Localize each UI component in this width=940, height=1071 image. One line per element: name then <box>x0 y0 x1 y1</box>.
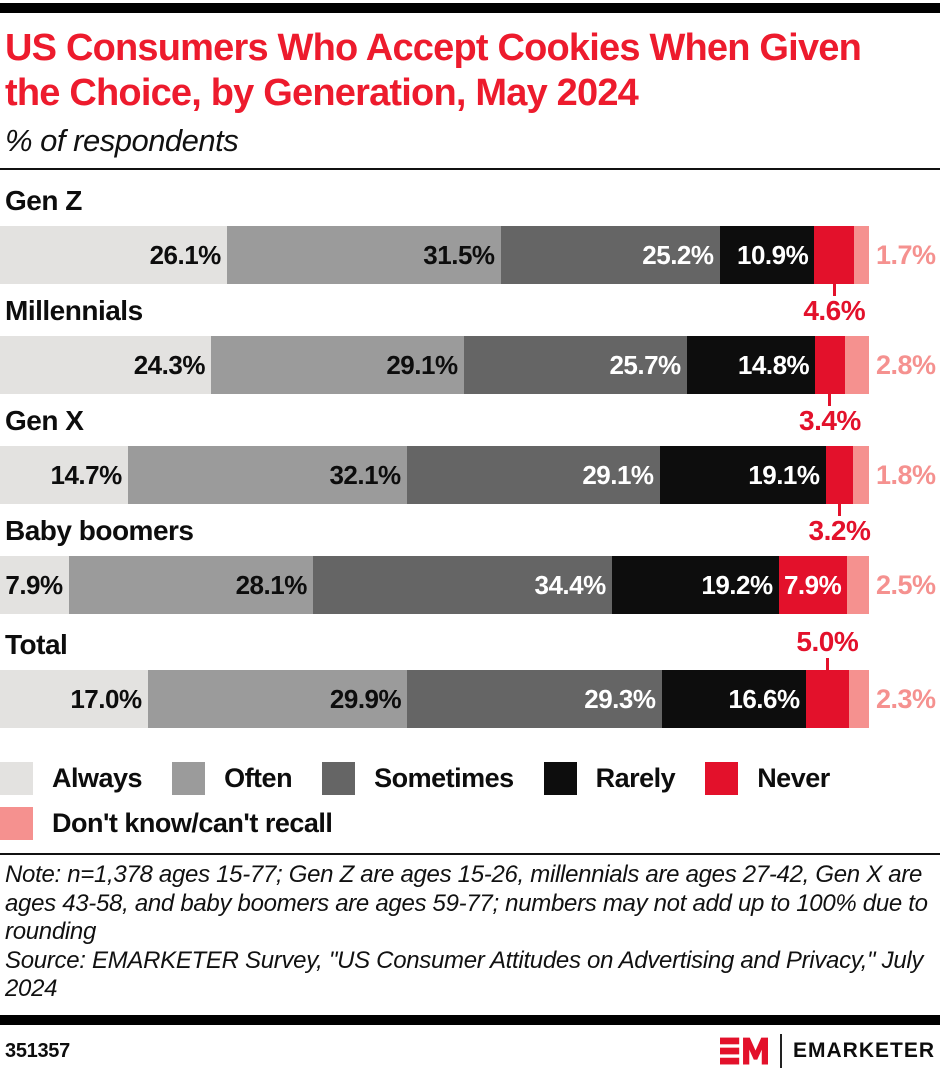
category-label-gen-x: Gen X <box>5 405 84 436</box>
legend-row-2: Don't know/can't recall <box>0 807 940 840</box>
brand-divider <box>779 1034 782 1068</box>
segment-sometimes: 25.7% <box>463 336 687 394</box>
legend-swatch-icon <box>322 762 356 795</box>
never-value-label: 5.0% <box>796 626 859 657</box>
segment-often: 31.5% <box>226 226 501 284</box>
legend-item-rarely: Rarely <box>543 762 676 795</box>
segment-often: 29.1% <box>210 336 464 394</box>
segment-always: 7.9% <box>0 556 69 614</box>
chart-legend: Always Often Sometimes Rarely Never Don't kn… <box>0 762 940 840</box>
dont-know-value-label: 1.7% <box>876 239 936 270</box>
segment-sometimes: 29.1% <box>406 446 660 504</box>
chart-subtitle: % of respondents <box>5 123 239 158</box>
dont-know-value-label: 1.8% <box>876 459 936 490</box>
category-label-total: Total <box>5 629 68 660</box>
bar-gen-z: 26.1% 31.5% 25.2% 10.9% <box>0 226 869 284</box>
never-callout-tick <box>832 284 836 296</box>
segment-don-t-know-can-t-recall <box>853 446 869 504</box>
notes-block: Note: n=1,378 ages 15-77; Gen Z are ages… <box>0 855 940 1004</box>
category-label-baby-boomers: Baby boomers <box>5 515 194 546</box>
segment-rarely: 16.6% <box>661 670 806 728</box>
legend-label: Rarely <box>595 763 676 793</box>
segment-sometimes: 29.3% <box>407 670 662 728</box>
notes-divider <box>0 853 940 855</box>
legend-swatch-icon <box>705 762 739 795</box>
chart-area: Gen Z 26.1% 31.5% 25.2% 10.9% 1.7% 4.6% Millenn… <box>0 170 940 745</box>
bar-total: 17.0% 29.9% 29.3% 16.6% <box>0 670 869 728</box>
em-logo-icon <box>719 1037 768 1066</box>
source-text: Source: EMARKETER Survey, "US Consumer A… <box>5 946 924 1003</box>
legend-swatch-icon <box>0 807 33 840</box>
segment-always: 14.7% <box>0 446 128 504</box>
header-divider <box>0 168 940 170</box>
segment-don-t-know-can-t-recall <box>847 556 869 614</box>
footer-row: 351357 EMARKETER <box>0 1025 940 1068</box>
segment-often: 28.1% <box>68 556 313 614</box>
segment-never <box>815 336 845 394</box>
never-callout-tick <box>828 394 832 406</box>
legend-swatch-icon <box>543 762 577 795</box>
segment-never <box>825 446 854 504</box>
segment-rarely: 19.2% <box>611 556 779 614</box>
segment-rarely: 19.1% <box>659 446 826 504</box>
legend-label: Often <box>224 763 293 793</box>
never-value-label: 3.2% <box>808 515 871 546</box>
legend-row-1: Always Often Sometimes Rarely Never <box>0 762 940 795</box>
legend-item-often: Often <box>172 762 293 795</box>
segment-don-t-know-can-t-recall <box>849 670 869 728</box>
segment-sometimes: 34.4% <box>312 556 612 614</box>
legend-swatch-icon <box>0 762 33 795</box>
segment-rarely: 10.9% <box>719 226 815 284</box>
legend-label: Sometimes <box>374 763 514 793</box>
legend-label: Always <box>52 763 143 793</box>
segment-never: 7.9% <box>778 556 848 614</box>
never-value-label: 3.4% <box>799 405 861 436</box>
dont-know-value-label: 2.5% <box>876 569 936 600</box>
segment-don-t-know-can-t-recall <box>844 336 869 394</box>
never-callout-tick <box>837 504 841 516</box>
legend-item-sometimes: Sometimes <box>322 762 514 795</box>
never-callout-tick <box>825 658 829 670</box>
segment-always: 24.3% <box>0 336 211 394</box>
footer: 351357 EMARKETER <box>0 1015 940 1068</box>
bar-millennials: 24.3% 29.1% 25.7% 14.8% <box>0 336 869 394</box>
chart-title: US Consumers Who Accept Cookies When Giv… <box>5 27 862 114</box>
dont-know-value-label: 2.8% <box>876 349 936 380</box>
legend-item-always: Always <box>0 762 143 795</box>
legend-label: Don't know/can't recall <box>52 808 333 838</box>
brand-name: EMARKETER <box>792 1039 935 1062</box>
footer-accent-bar <box>0 1015 940 1025</box>
legend-item-don-t-know-can-t-recall: Don't know/can't recall <box>0 807 333 840</box>
category-label-gen-z: Gen Z <box>5 185 82 216</box>
brand-lockup: EMARKETER <box>719 1034 935 1068</box>
segment-don-t-know-can-t-recall <box>854 226 869 284</box>
note-text: Note: n=1,378 ages 15-77; Gen Z are ages… <box>5 861 928 945</box>
legend-swatch-icon <box>172 762 206 795</box>
segment-sometimes: 25.2% <box>500 226 720 284</box>
legend-label: Never <box>757 763 830 793</box>
never-value-label: 4.6% <box>803 295 866 326</box>
segment-often: 29.9% <box>147 670 408 728</box>
legend-item-never: Never <box>705 762 830 795</box>
segment-often: 32.1% <box>127 446 407 504</box>
segment-rarely: 14.8% <box>686 336 816 394</box>
chart-id: 351357 <box>5 1039 70 1062</box>
segment-always: 17.0% <box>0 670 148 728</box>
segment-never <box>805 670 850 728</box>
bar-baby-boomers: 7.9% 28.1% 34.4% 19.2% 7.9% <box>0 556 869 614</box>
category-label-millennials: Millennials <box>5 295 143 326</box>
top-accent-bar <box>0 3 940 13</box>
dont-know-value-label: 2.3% <box>876 683 936 714</box>
bar-gen-x: 14.7% 32.1% 29.1% 19.1% <box>0 446 869 504</box>
segment-never <box>814 226 855 284</box>
segment-always: 26.1% <box>0 226 227 284</box>
